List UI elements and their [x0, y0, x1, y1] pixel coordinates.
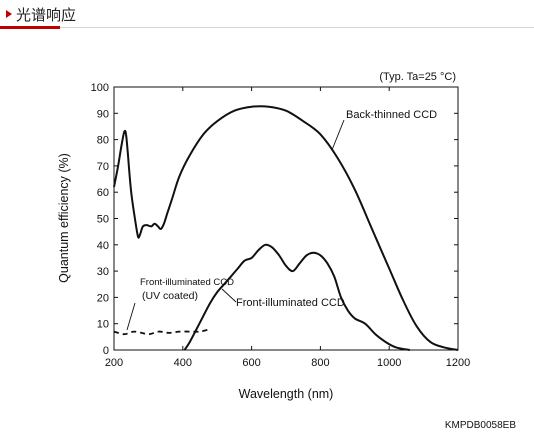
y-tick-label: 60	[97, 187, 109, 199]
back-thinned-ccd-curve	[113, 105, 459, 351]
front-illuminated-ccd-uv-curve	[113, 328, 211, 336]
y-axis-ticks: 0 10 20 30 40 50 60 70 80 90 100	[91, 82, 458, 357]
y-tick-label: 50	[97, 214, 109, 226]
leader-front-illuminated-ccd-uv	[126, 302, 136, 331]
figure-code: KMPDB0058EB	[445, 420, 516, 431]
y-tick-label: 10	[97, 319, 109, 331]
section-header: 光谱响应	[0, 0, 534, 30]
series-layer	[113, 105, 459, 351]
leader-back-thinned-ccd	[331, 119, 345, 151]
label-front-illuminated-ccd: Front-illuminated CCD	[236, 297, 345, 309]
leader-front-illuminated-ccd	[221, 288, 237, 303]
y-axis-label: Quantum efficiency (%)	[57, 153, 71, 283]
header-accent-bar	[0, 26, 60, 29]
y-tick-label: 20	[97, 292, 109, 304]
front-illuminated-ccd-curve	[183, 243, 410, 351]
label-back-thinned-ccd: Back-thinned CCD	[346, 109, 437, 121]
x-tick-label: 1200	[446, 357, 470, 369]
x-axis-label: Wavelength (nm)	[239, 387, 334, 401]
label-uv-coated: (UV coated)	[142, 290, 198, 302]
y-tick-label: 30	[97, 266, 109, 278]
x-axis-ticks: 200 400 600 800 1000 1200	[105, 87, 470, 369]
y-tick-label: 100	[91, 82, 109, 94]
y-tick-label: 80	[97, 135, 109, 147]
label-front-illuminated-ccd-uv: Front-illuminated CCD	[140, 277, 234, 288]
y-tick-label: 40	[97, 240, 109, 252]
x-tick-label: 800	[311, 357, 329, 369]
x-tick-label: 600	[242, 357, 260, 369]
y-tick-label: 90	[97, 108, 109, 120]
y-tick-label: 0	[103, 345, 109, 357]
x-tick-label: 200	[105, 357, 123, 369]
annotation-typ-ta: (Typ. Ta=25 °C)	[379, 71, 456, 83]
triangle-arrow-icon	[6, 10, 12, 18]
header-divider	[0, 27, 534, 28]
section-title: 光谱响应	[16, 6, 77, 24]
y-tick-label: 70	[97, 161, 109, 173]
x-tick-label: 1000	[377, 357, 401, 369]
x-tick-label: 400	[174, 357, 192, 369]
